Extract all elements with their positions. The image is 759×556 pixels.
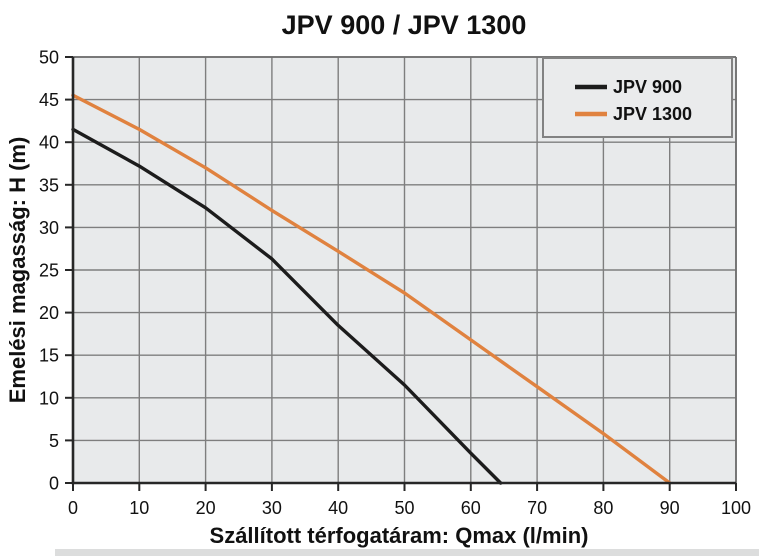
legend-box	[542, 57, 733, 138]
y-tick-label: 15	[39, 346, 59, 366]
series-line-jpv-1300	[71, 93, 672, 485]
y-tick-label: 40	[39, 133, 59, 153]
x-tick-label: 40	[328, 498, 348, 518]
y-tick-label: 35	[39, 175, 59, 195]
y-tick-label: 30	[39, 218, 59, 238]
y-tick-label: 10	[39, 388, 59, 408]
y-tick-label: 0	[49, 474, 59, 494]
y-tick-label: 20	[39, 303, 59, 323]
y-tick-label: 45	[39, 90, 59, 110]
tick-labels: 0 10 20 30 40 50 60 70 80 90 100 0 5 10 15 20 25 30 35 40 45…	[39, 48, 751, 519]
y-tick-label: 25	[39, 261, 59, 281]
tick-marks	[65, 56, 737, 491]
x-tick-label: 70	[527, 498, 547, 518]
x-tick-label: 100	[721, 498, 751, 518]
image-bottom-shadow	[55, 549, 759, 556]
legend-label-jpv-900: JPV 900	[613, 77, 682, 97]
y-tick-label: 50	[39, 48, 59, 68]
x-tick-label: 80	[593, 498, 613, 518]
x-tick-label: 90	[660, 498, 680, 518]
legend: JPV 900 JPV 1300	[542, 57, 733, 138]
y-tick-label: 5	[49, 431, 59, 451]
chart-title: JPV 900 / JPV 1300	[282, 10, 527, 40]
x-tick-label: 50	[394, 498, 414, 518]
x-tick-label: 0	[68, 498, 78, 518]
x-tick-label: 20	[196, 498, 216, 518]
series-line-jpv-900	[71, 127, 503, 485]
y-axis-title: Emelési magasság: H (m)	[5, 137, 30, 404]
x-tick-label: 10	[129, 498, 149, 518]
x-tick-label: 60	[461, 498, 481, 518]
legend-label-jpv-1300: JPV 1300	[613, 104, 692, 124]
x-tick-label: 30	[262, 498, 282, 518]
series-lines	[71, 93, 672, 485]
x-axis-title: Szállított térfogatáram: Qmax (l/min)	[210, 523, 589, 548]
